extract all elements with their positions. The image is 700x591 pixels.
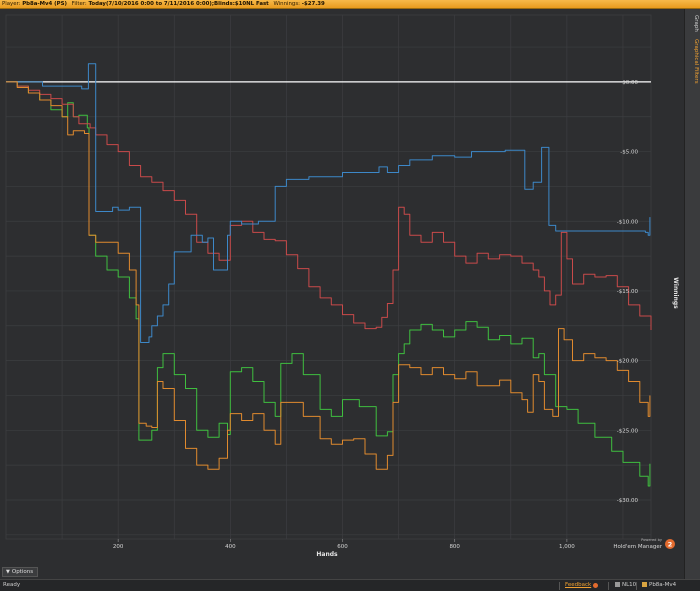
y-tick-label: $0.00 <box>622 80 638 86</box>
y-tick-label: -$10.00 <box>617 219 639 225</box>
series-line-showdown <box>6 63 651 343</box>
player-icon <box>642 582 647 587</box>
y-tick-label: -$15.00 <box>617 289 639 295</box>
branding: Powered by Hold'em Manager 2 <box>613 538 675 550</box>
y-tick-label: -$5.00 <box>620 150 638 156</box>
filter-label: Filter: <box>71 1 87 7</box>
plot-border <box>5 14 652 540</box>
active-player-label: Pb8a-Mv4 (PokerStars) <box>649 582 677 588</box>
chart-series <box>6 63 652 487</box>
side-tab-strip: Graph Graphical Filters <box>684 9 700 579</box>
status-divider <box>636 582 637 590</box>
branding-line2: Hold'em Manager <box>613 544 662 550</box>
limit-indicator[interactable]: NL10 <box>615 580 636 591</box>
chart-grid <box>5 14 652 540</box>
active-player[interactable]: Pb8a-Mv4 (PokerStars) <box>642 580 700 591</box>
x-tick-label: 200 <box>113 544 124 550</box>
winnings-chart: $0.00 -$5.00 -$10.00 -$15.00 -$20.00 -$25.00 -… <box>0 9 684 566</box>
feedback-link[interactable]: Feedback <box>565 582 592 588</box>
x-tick-label: 1,000 <box>559 544 575 550</box>
x-tick-label: 600 <box>337 544 348 550</box>
x-axis-ticks: 200 400 600 800 1,000 <box>113 539 575 550</box>
x-tick-label: 400 <box>225 544 236 550</box>
series-line-all-in-ev <box>6 81 651 470</box>
status-divider <box>608 582 609 590</box>
hm-logo-badge: 2 <box>668 541 673 549</box>
winnings-value: -$27.39 <box>301 1 325 7</box>
player-name: Pb8a-Mv4 (PS) <box>22 1 67 7</box>
chart-background <box>0 9 684 566</box>
series-line-non-showdown <box>6 81 652 330</box>
limit-label: NL10 <box>622 582 637 588</box>
x-tick-label: 800 <box>449 544 460 550</box>
branding-line1: Powered by <box>641 538 663 542</box>
title-bar: Player: Pb8a-Mv4 (PS) Filter: Today(7/10… <box>0 0 700 9</box>
winnings-label: Winnings: <box>273 1 300 7</box>
y-axis-ticks: $0.00 -$5.00 -$10.00 -$15.00 -$20.00 -$25.00 -… <box>617 80 639 504</box>
tab-graph[interactable]: Graph <box>693 15 699 32</box>
x-axis-label: Hands <box>316 551 338 558</box>
y-tick-label: -$30.00 <box>617 498 639 504</box>
warning-icon[interactable] <box>593 583 598 588</box>
series-line-net-won <box>6 81 651 487</box>
tab-graphical-filters[interactable]: Graphical Filters <box>693 39 699 84</box>
y-tick-label: -$25.00 <box>617 428 639 434</box>
options-button-label: Options <box>11 569 34 575</box>
limit-icon <box>615 582 620 587</box>
options-button[interactable]: ▼ Options <box>2 567 39 577</box>
y-tick-label: -$20.00 <box>617 359 639 365</box>
status-bar: Ready Feedback NL10 Pb8a-Mv4 (PokerStars… <box>0 579 700 591</box>
options-bar: ▼ Options <box>0 566 684 578</box>
status-text: Ready <box>3 582 21 588</box>
hm-logo-icon <box>665 539 675 549</box>
player-label: Player: <box>2 1 21 7</box>
y-axis-label: Winnings <box>672 277 679 309</box>
status-divider <box>559 582 560 590</box>
filter-value: Today(7/10/2016 0:00 to 7/11/2016 0:00);… <box>88 1 269 7</box>
chevron-down-icon: ▼ <box>6 569 10 575</box>
